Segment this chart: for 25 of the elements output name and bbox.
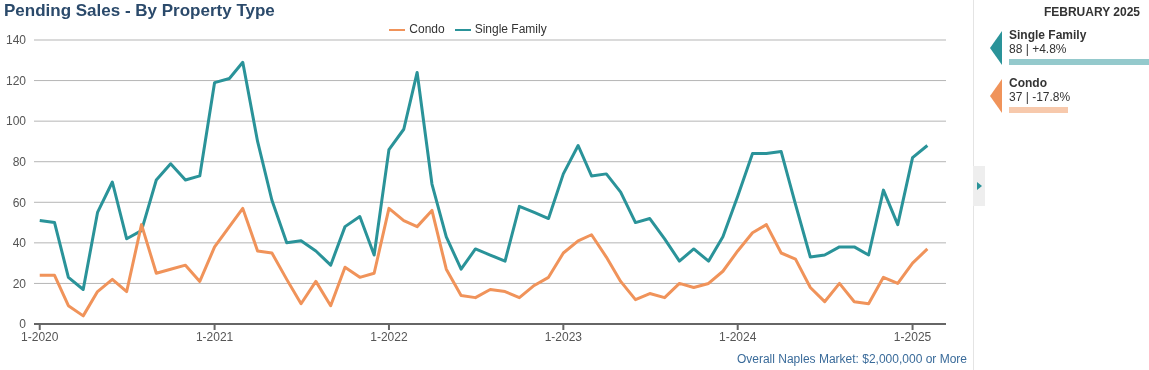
y-tick-label: 20 (12, 276, 27, 291)
text: FEBRUARY 2025 (1042, 5, 1140, 19)
y-tick-label: 140 (5, 33, 27, 48)
chart-title: Pending Sales - By Property Type (4, 1, 275, 21)
y-tick-label: 100 (5, 114, 27, 129)
x-tick-label: 1-2022 (370, 329, 408, 344)
y-tick-label: 80 (12, 154, 27, 169)
x-tick-label: 1-2025 (893, 329, 932, 344)
legend-label: Condo (409, 22, 445, 37)
line-series (38, 60, 929, 292)
line-series (38, 206, 929, 318)
x-tick-label: 1-2021 (195, 329, 234, 344)
x-tick-label: 1-2024 (719, 329, 757, 344)
y-tick-label: 0 (19, 317, 27, 332)
y-tick-label: 120 (5, 73, 27, 88)
legend-label: Single Family (474, 22, 547, 37)
x-tick-label: 1-2023 (544, 329, 583, 344)
x-tick-label: 1-2020 (21, 329, 59, 344)
y-tick-label: 60 (12, 195, 27, 210)
text: 88 | +4.8% (1009, 42, 1067, 56)
y-tick-label: 40 (12, 236, 27, 251)
text: Condo (1009, 76, 1047, 90)
text: Overall Naples Market: $2,000,000 or More (736, 352, 967, 366)
text: Single Family (1009, 28, 1087, 42)
text: 37 | -17.8% (1009, 90, 1071, 104)
